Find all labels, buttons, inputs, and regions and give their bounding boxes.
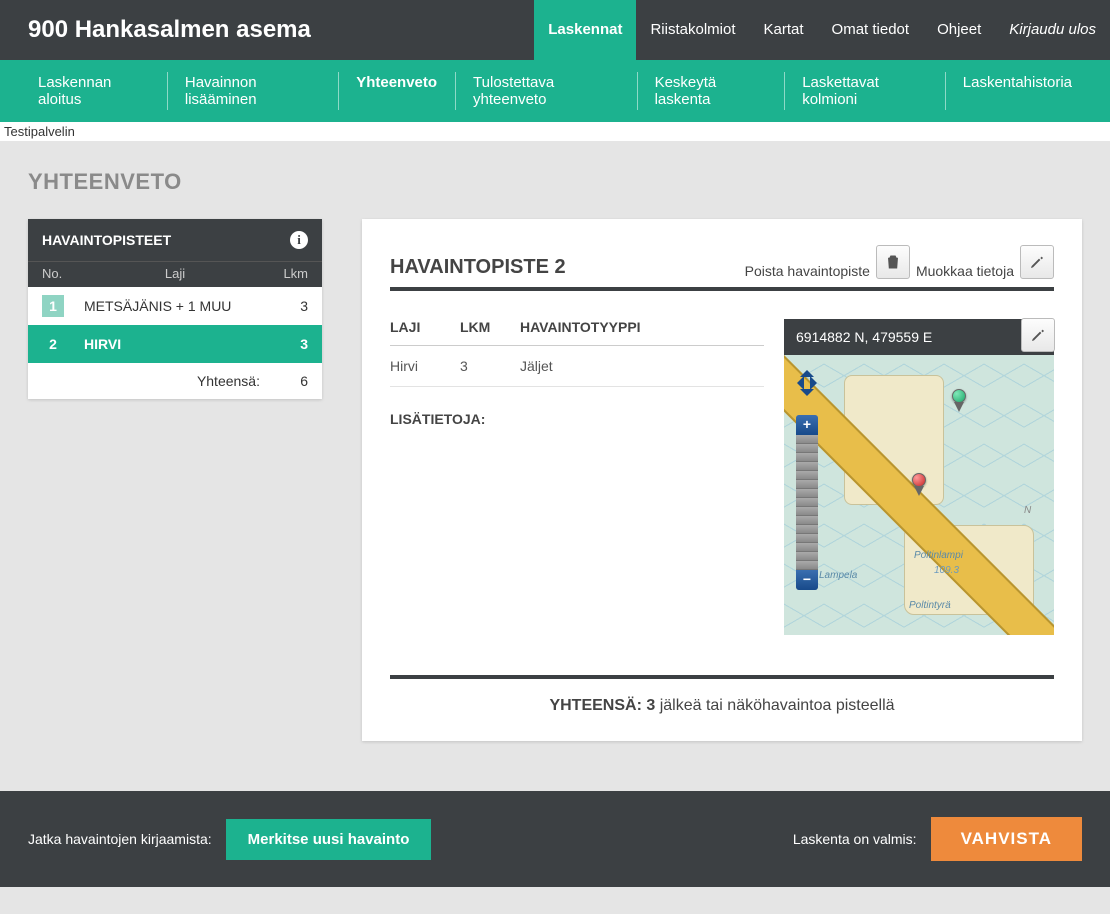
observations-total: Yhteensä: 6 (28, 363, 322, 399)
nav-ohjeet[interactable]: Ohjeet (923, 0, 995, 60)
observations-title: HAVAINTOPISTEET (42, 232, 171, 248)
detail-actions: Poista havaintopiste Muokkaa tietoja (745, 245, 1054, 279)
map-edit-button[interactable] (1021, 318, 1055, 352)
detail-header: HAVAINTOPISTE 2 Poista havaintopiste Muo… (390, 245, 1054, 287)
delete-button[interactable] (876, 245, 910, 279)
subnav-havainnon[interactable]: Havainnon lisääminen (167, 60, 338, 122)
detail-table: LAJI LKM HAVAINTOTYYPPI Hirvi 3 Jäljet L… (390, 319, 764, 635)
pencil-icon (1029, 254, 1045, 270)
dtr-lkm: 3 (460, 358, 520, 374)
observations-panel: HAVAINTOPISTEET i No. Laji Lkm 1 METSÄJÄ… (28, 219, 322, 399)
subnav-yhteenveto[interactable]: Yhteenveto (338, 60, 455, 122)
subnav-keskeyta[interactable]: Keskeytä laskenta (637, 60, 785, 122)
sub-nav: Laskennan aloitus Havainnon lisääminen Y… (0, 60, 1110, 122)
nav-kartat[interactable]: Kartat (750, 0, 818, 60)
map-label: 109.3 (934, 565, 959, 576)
map-label: Poltinlampi (914, 550, 963, 561)
zoom-out-button[interactable]: − (796, 570, 818, 590)
observation-row-1[interactable]: 1 METSÄJÄNIS + 1 MUU 3 (28, 287, 322, 325)
map-pin-green[interactable] (952, 389, 966, 403)
top-nav: Laskennat Riistakolmiot Kartat Omat tied… (534, 0, 1110, 60)
zoom-in-button[interactable]: + (796, 415, 818, 435)
new-observation-button[interactable]: Merkitse uusi havainto (226, 819, 432, 860)
detail-table-row: Hirvi 3 Jäljet (390, 346, 764, 387)
page-title: YHTEENVETO (0, 141, 1110, 219)
detail-table-head: LAJI LKM HAVAINTOTYYPPI (390, 319, 764, 346)
total-value: 6 (278, 373, 308, 389)
nav-omat-tiedot[interactable]: Omat tiedot (818, 0, 924, 60)
observation-row-2[interactable]: 2 HIRVI 3 (28, 325, 322, 363)
delete-label: Poista havaintopiste (745, 263, 870, 279)
map-canvas[interactable]: Poltinlampi Lampela Poltintyrä 109.3 N + (784, 355, 1054, 635)
pan-up-icon[interactable] (800, 363, 814, 377)
detail-body: LAJI LKM HAVAINTOTYYPPI Hirvi 3 Jäljet L… (390, 319, 1054, 635)
extra-info-label: LISÄTIETOJA: (390, 411, 764, 427)
summary-suffix: jälkeä tai näköhavaintoa pisteellä (655, 697, 894, 714)
row-number: 1 (42, 295, 64, 317)
summary-line: YHTEENSÄ: 3 jälkeä tai näköhavaintoa pis… (390, 675, 1054, 715)
map-header: 6914882 N, 479559 E (784, 319, 1054, 355)
map-pin-red[interactable] (912, 473, 926, 487)
dtr-laji: Hirvi (390, 358, 460, 374)
map-wrapper: 6914882 N, 479559 E Poltinlampi Lampela … (784, 319, 1054, 635)
top-header: 900 Hankasalmen asema Laskennat Riistako… (0, 0, 1110, 60)
nav-logout[interactable]: Kirjaudu ulos (995, 0, 1110, 60)
nav-laskennat[interactable]: Laskennat (534, 0, 636, 60)
info-icon[interactable]: i (290, 231, 308, 249)
pencil-icon (1030, 327, 1046, 343)
nav-riistakolmiot[interactable]: Riistakolmiot (636, 0, 749, 60)
footer-right-text: Laskenta on valmis: (793, 831, 917, 847)
map-label: Poltintyrä (909, 600, 951, 611)
row-count: 3 (278, 336, 308, 352)
summary-prefix: YHTEENSÄ: (549, 697, 646, 714)
app-title: 900 Hankasalmen asema (28, 0, 534, 60)
observations-columns: No. Laji Lkm (28, 261, 322, 287)
observations-header: HAVAINTOPISTEET i (28, 219, 322, 261)
map-coords: 6914882 N, 479559 E (796, 329, 932, 345)
map-pan-control[interactable] (790, 363, 824, 403)
total-label: Yhteensä: (42, 373, 278, 389)
detail-divider (390, 287, 1054, 291)
row-species: METSÄJÄNIS + 1 MUU (84, 298, 278, 314)
zoom-control[interactable]: + − (796, 415, 818, 590)
col-no: No. (42, 266, 82, 281)
env-tag: Testipalvelin (0, 122, 1110, 141)
pan-right-icon[interactable] (810, 376, 824, 390)
edit-label: Muokkaa tietoja (916, 263, 1014, 279)
dtr-tyyppi: Jäljet (520, 358, 764, 374)
row-count: 3 (278, 298, 308, 314)
summary-count: 3 (646, 697, 655, 714)
col-lkm: Lkm (268, 266, 308, 281)
dth-tyyppi: HAVAINTOTYYPPI (520, 319, 764, 335)
detail-title: HAVAINTOPISTE 2 (390, 256, 566, 279)
subnav-aloitus[interactable]: Laskennan aloitus (20, 60, 167, 122)
dth-lkm: LKM (460, 319, 520, 335)
footer-bar: Jatka havaintojen kirjaamista: Merkitse … (0, 791, 1110, 887)
footer-left-text: Jatka havaintojen kirjaamista: (28, 831, 212, 847)
col-laji: Laji (82, 266, 268, 281)
pan-left-icon[interactable] (790, 376, 804, 390)
subnav-tulostettava[interactable]: Tulostettava yhteenveto (455, 60, 637, 122)
map-label: N (1024, 505, 1031, 516)
subnav-kolmioni[interactable]: Laskettavat kolmioni (784, 60, 945, 122)
row-species: HIRVI (84, 336, 278, 352)
confirm-button[interactable]: VAHVISTA (931, 817, 1082, 861)
dth-laji: LAJI (390, 319, 460, 335)
row-number: 2 (42, 333, 64, 355)
trash-icon (884, 253, 902, 271)
content-area: HAVAINTOPISTEET i No. Laji Lkm 1 METSÄJÄ… (0, 219, 1110, 771)
pan-down-icon[interactable] (800, 389, 814, 403)
subnav-historia[interactable]: Laskentahistoria (945, 60, 1090, 122)
map-label: Lampela (819, 570, 857, 581)
edit-button[interactable] (1020, 245, 1054, 279)
detail-panel: HAVAINTOPISTE 2 Poista havaintopiste Muo… (362, 219, 1082, 741)
